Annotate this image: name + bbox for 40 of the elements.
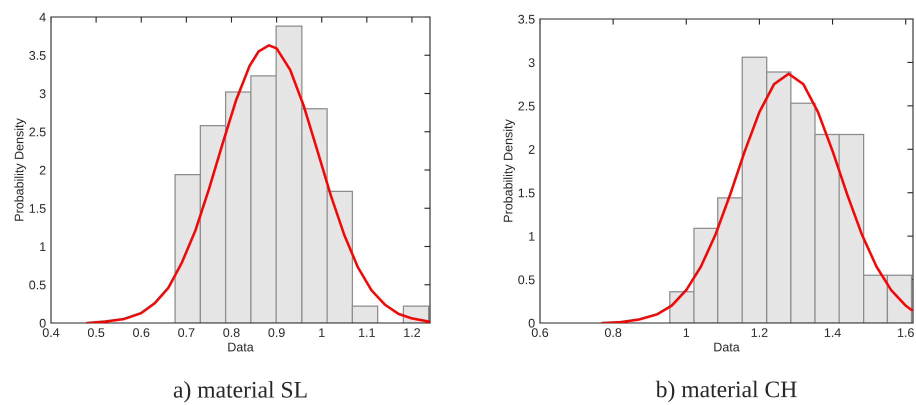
x-tick-label: 1: [684, 328, 690, 337]
x-tick-label: 1.2: [752, 328, 768, 337]
x-axis-title: Data: [714, 342, 740, 352]
y-tick-label: 2.5: [29, 128, 46, 136]
y-tick-label: 3: [40, 89, 46, 98]
line-series: [600, 72, 913, 323]
y-tick-label: 0.5: [29, 280, 46, 290]
y-tick-label: 4: [39, 12, 46, 22]
text: a) material SL: [174, 381, 307, 403]
text: b) material CH: [656, 380, 797, 402]
x-tick-label: 0.4: [42, 328, 60, 338]
x-tick-label: 1.1: [359, 328, 375, 337]
y-tick-label: 0: [528, 318, 535, 328]
y-tick-label: 1.5: [30, 204, 46, 213]
x-tick-label: 0.5: [88, 328, 104, 338]
x-tick-label: 0.6: [133, 328, 150, 338]
x-tick-label: 1.2: [404, 328, 420, 337]
x-tick-label: 0.7: [178, 328, 194, 338]
y-tick-label: 2.5: [518, 102, 535, 111]
y-tick-label: 0.5: [518, 275, 535, 284]
x-tick-label: 0.6: [532, 328, 548, 338]
x-tick-label: 0.8: [604, 328, 622, 338]
x-axis-title: Data: [228, 342, 254, 352]
x-tick-label: 0.9: [268, 328, 285, 338]
y-tick-label: 3: [528, 58, 535, 68]
y-axis-title: Probability Density: [503, 119, 515, 222]
y-tick-label: 1: [40, 242, 46, 252]
y-tick-label: 3.5: [518, 14, 535, 24]
y-tick-label: 1.5: [518, 188, 535, 198]
line-series: [86, 44, 430, 323]
x-tick-label: 1.4: [824, 328, 841, 337]
y-tick-label: 2: [40, 166, 46, 175]
y-tick-label: 3.5: [29, 51, 46, 60]
y-axis-title: Probability Density: [14, 118, 26, 221]
x-tick-label: 1: [319, 328, 325, 337]
x-tick-label: 1.6: [898, 328, 914, 338]
x-tick-label: 0.8: [223, 328, 240, 338]
y-tick-label: 1: [529, 232, 535, 241]
y-tick-label: 0: [40, 318, 46, 328]
y-tick-label: 2: [528, 145, 535, 154]
